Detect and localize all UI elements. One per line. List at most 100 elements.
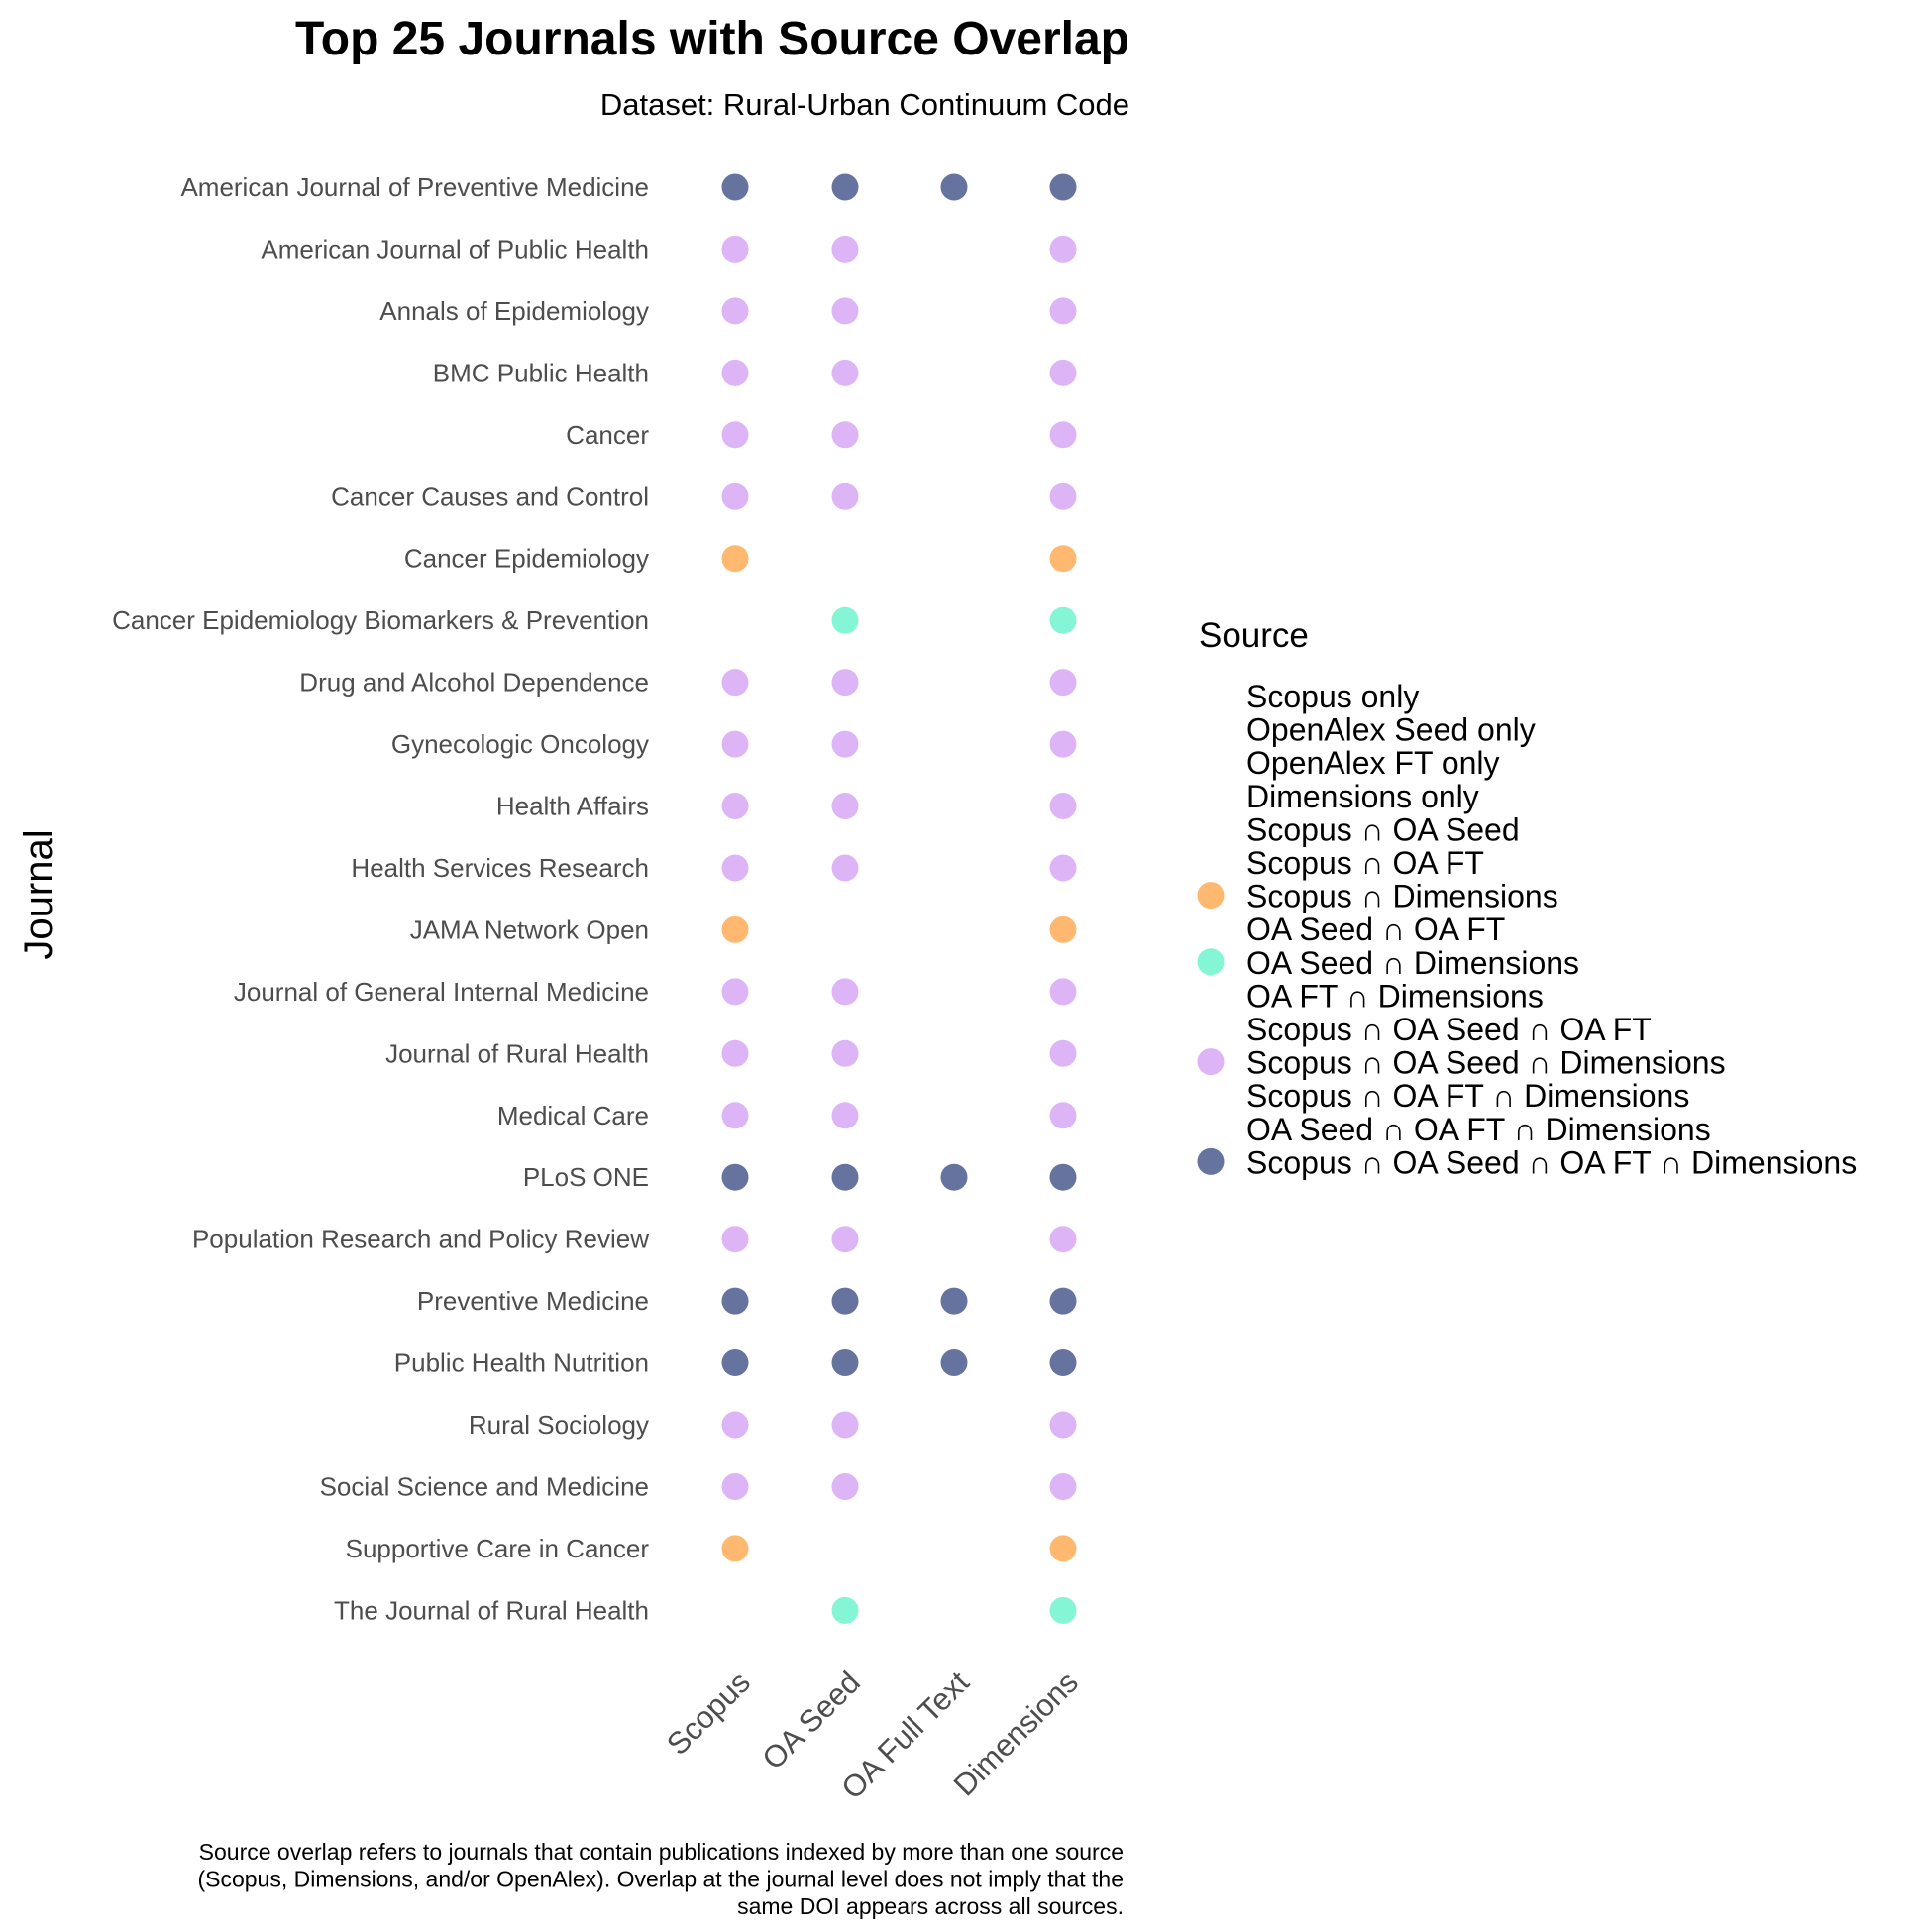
point-american-journal-of-public-health-oa-seed [831, 235, 859, 263]
legend-key-scopus-and-dimensions [1197, 882, 1225, 910]
point-annals-of-epidemiology-scopus [721, 297, 749, 325]
point-plos-one-oa-full-text [940, 1163, 968, 1191]
legend-label-scopus-and-dimensions: Scopus ∩ Dimensions [1246, 879, 1558, 914]
point-drug-and-alcohol-dependence-scopus [721, 669, 749, 697]
y-tick-label-supportive-care-in-cancer: Supportive Care in Cancer [346, 1534, 650, 1563]
point-public-health-nutrition-oa-full-text [940, 1349, 968, 1376]
point-cancer-epidemiology-biomarkers-and-prevention-oa-seed [831, 606, 859, 634]
point-journal-of-rural-health-oa-seed [831, 1039, 859, 1067]
legend-label-dimensions-only: Dimensions only [1246, 779, 1479, 814]
point-rural-sociology-oa-seed [831, 1411, 859, 1439]
point-cancer-epidemiology-biomarkers-and-prevention-dimensions [1049, 606, 1077, 634]
point-public-health-nutrition-oa-seed [831, 1349, 859, 1376]
point-preventive-medicine-oa-seed [831, 1287, 859, 1315]
point-cancer-dimensions [1049, 421, 1077, 449]
point-bmc-public-health-scopus [721, 359, 749, 386]
point-preventive-medicine-dimensions [1049, 1287, 1077, 1315]
y-tick-label-journal-of-rural-health: Journal of Rural Health [385, 1038, 649, 1068]
legend-label-scopus-and-oa-seed-and-dimensions: Scopus ∩ OA Seed ∩ Dimensions [1246, 1045, 1726, 1081]
point-journal-of-general-internal-medicine-scopus [721, 978, 749, 1006]
y-tick-label-annals-of-epidemiology: Annals of Epidemiology [379, 296, 649, 326]
legend-label-oa-seed-and-oa-ft: OA Seed ∩ OA FT [1246, 912, 1505, 947]
point-cancer-causes-and-control-oa-seed [831, 483, 859, 510]
point-health-affairs-dimensions [1049, 793, 1077, 819]
legend-label-openalex-seed-only: OpenAlex Seed only [1246, 712, 1536, 748]
point-plos-one-dimensions [1049, 1163, 1077, 1191]
point-plos-one-oa-seed [831, 1163, 859, 1191]
point-annals-of-epidemiology-dimensions [1049, 297, 1077, 325]
point-social-science-and-medicine-dimensions [1049, 1473, 1077, 1500]
y-tick-label-gynecologic-oncology: Gynecologic Oncology [391, 729, 649, 759]
y-tick-label-health-affairs: Health Affairs [496, 792, 649, 821]
y-tick-label-drug-and-alcohol-dependence: Drug and Alcohol Dependence [299, 668, 649, 698]
point-cancer-scopus [721, 421, 749, 449]
point-plos-one-scopus [721, 1163, 749, 1191]
y-tick-label-medical-care: Medical Care [497, 1101, 649, 1130]
point-gynecologic-oncology-oa-seed [831, 730, 859, 758]
point-american-journal-of-preventive-medicine-oa-seed [831, 173, 859, 201]
x-tick-label-oa-seed: OA Seed [755, 1664, 866, 1775]
point-journal-of-general-internal-medicine-oa-seed [831, 978, 859, 1006]
point-bmc-public-health-oa-seed [831, 359, 859, 386]
point-journal-of-rural-health-scopus [721, 1039, 749, 1067]
point-gynecologic-oncology-scopus [721, 730, 749, 758]
y-tick-label-the-journal-of-rural-health: The Journal of Rural Health [334, 1595, 649, 1625]
chart-points [721, 173, 1077, 1624]
point-medical-care-scopus [721, 1102, 749, 1129]
point-population-research-and-policy-review-dimensions [1049, 1226, 1077, 1253]
legend-label-scopus-and-oa-seed: Scopus ∩ OA Seed [1246, 811, 1520, 847]
x-tick-label-scopus: Scopus [660, 1664, 757, 1762]
legend-key-scopus-and-oa-seed-and-dimensions [1197, 1048, 1225, 1076]
point-population-research-and-policy-review-scopus [721, 1226, 749, 1253]
legend-label-scopus-only: Scopus only [1246, 679, 1419, 714]
y-tick-label-american-journal-of-preventive-medicine: American Journal of Preventive Medicine [180, 172, 649, 202]
point-drug-and-alcohol-dependence-dimensions [1049, 669, 1077, 697]
point-cancer-causes-and-control-dimensions [1049, 483, 1077, 510]
legend-label-scopus-and-oa-ft-and-dimensions: Scopus ∩ OA FT ∩ Dimensions [1246, 1078, 1689, 1114]
y-tick-label-journal-of-general-internal-medicine: Journal of General Internal Medicine [234, 977, 649, 1007]
legend-label-oa-ft-and-dimensions: OA FT ∩ Dimensions [1246, 978, 1544, 1014]
point-cancer-epidemiology-scopus [721, 545, 749, 573]
point-medical-care-dimensions [1049, 1102, 1077, 1129]
point-cancer-oa-seed [831, 421, 859, 449]
point-health-services-research-oa-seed [831, 854, 859, 882]
point-health-services-research-scopus [721, 854, 749, 882]
y-tick-label-health-services-research: Health Services Research [351, 853, 649, 883]
y-tick-label-social-science-and-medicine: Social Science and Medicine [320, 1472, 649, 1502]
legend-label-scopus-and-oa-seed-and-oa-ft: Scopus ∩ OA Seed ∩ OA FT [1246, 1012, 1652, 1047]
point-drug-and-alcohol-dependence-oa-seed [831, 669, 859, 697]
y-tick-label-jama-network-open: JAMA Network Open [410, 914, 649, 944]
y-tick-label-american-journal-of-public-health: American Journal of Public Health [261, 234, 649, 264]
y-tick-label-plos-one: PLoS ONE [523, 1162, 649, 1192]
point-american-journal-of-public-health-dimensions [1049, 235, 1077, 263]
point-jama-network-open-dimensions [1049, 915, 1077, 943]
chart-subtitle: Dataset: Rural-Urban Continuum Code [600, 87, 1129, 122]
point-annals-of-epidemiology-oa-seed [831, 297, 859, 325]
point-social-science-and-medicine-oa-seed [831, 1473, 859, 1500]
point-supportive-care-in-cancer-dimensions [1049, 1535, 1077, 1562]
point-jama-network-open-scopus [721, 915, 749, 943]
legend-label-oa-seed-and-dimensions: OA Seed ∩ Dimensions [1246, 945, 1579, 981]
legend-key-oa-seed-and-dimensions [1197, 948, 1225, 976]
point-the-journal-of-rural-health-dimensions [1049, 1596, 1077, 1624]
chart-title: Top 25 Journals with Source Overlap [295, 13, 1129, 65]
y-tick-label-cancer: Cancer [566, 420, 649, 450]
point-public-health-nutrition-scopus [721, 1349, 749, 1376]
y-axis-tick-labels: American Journal of Preventive Medicine A… [112, 172, 649, 1625]
point-preventive-medicine-oa-full-text [940, 1287, 968, 1315]
point-cancer-causes-and-control-scopus [721, 483, 749, 510]
point-cancer-epidemiology-dimensions [1049, 545, 1077, 573]
point-supportive-care-in-cancer-scopus [721, 1535, 749, 1562]
legend-label-scopus-and-oa-seed-and-oa-ft-and-dimensions: Scopus ∩ OA Seed ∩ OA FT ∩ Dimensions [1246, 1144, 1857, 1180]
point-the-journal-of-rural-health-oa-seed [831, 1596, 859, 1624]
y-tick-label-bmc-public-health: BMC Public Health [433, 358, 649, 387]
y-axis-title: Journal [17, 829, 60, 959]
point-health-affairs-scopus [721, 793, 749, 819]
legend-label-openalex-ft-only: OpenAlex FT only [1246, 745, 1500, 781]
legend-title: Source [1199, 616, 1309, 655]
y-tick-label-public-health-nutrition: Public Health Nutrition [394, 1348, 649, 1378]
point-medical-care-oa-seed [831, 1102, 859, 1129]
